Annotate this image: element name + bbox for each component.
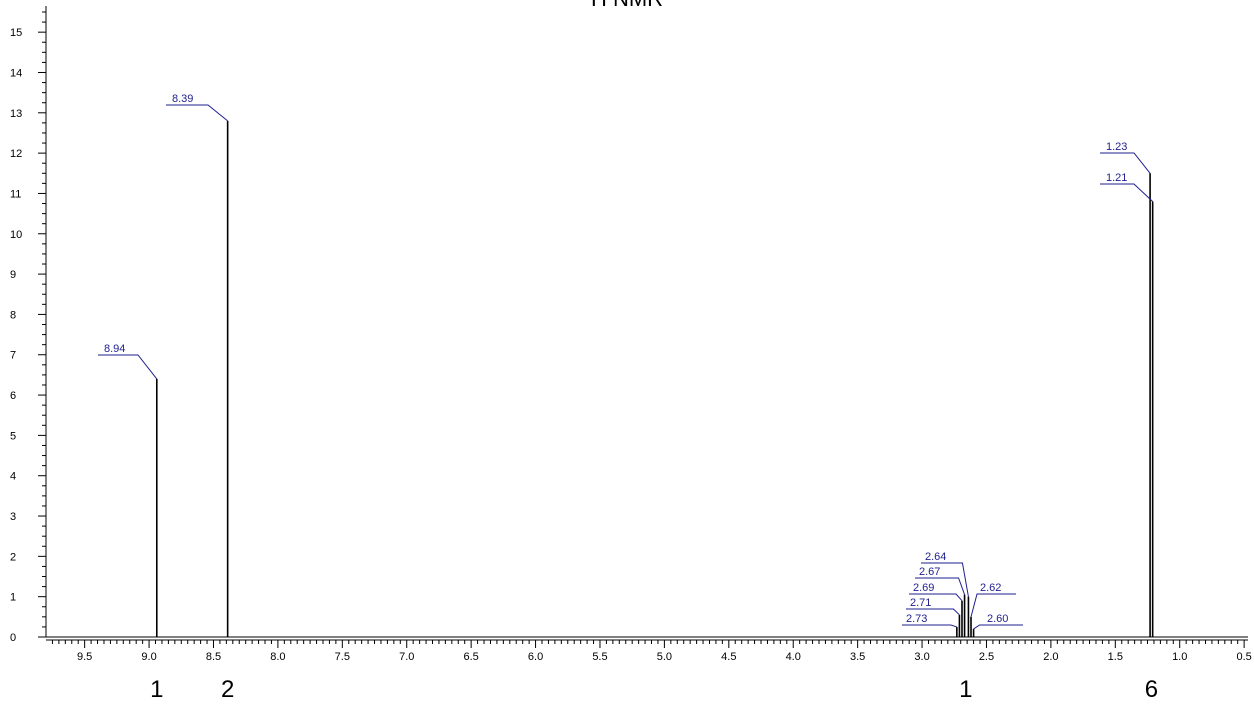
peak-label-leader: [98, 354, 158, 380]
integration-label: 1: [959, 676, 972, 703]
x-tick-label: 7.5: [335, 651, 350, 663]
peak-label-leader: [970, 593, 1016, 617]
y-tick-label: 13: [10, 108, 22, 120]
x-tick-label: 8.0: [270, 651, 285, 663]
peak-label: 2.62: [980, 582, 1001, 594]
peak-label: 2.69: [913, 582, 934, 594]
peak-label: 1.21: [1106, 172, 1127, 184]
peak-label: 2.60: [987, 613, 1008, 625]
x-tick-label: 3.0: [914, 651, 929, 663]
x-tick-label: 5.5: [592, 651, 607, 663]
y-tick-label: 14: [10, 67, 22, 79]
peak-label: 1.23: [1106, 141, 1127, 153]
x-tick-label: 2.0: [1043, 651, 1058, 663]
x-tick-label: 1.0: [1172, 651, 1187, 663]
y-tick-label: 7: [10, 350, 16, 362]
peak-label: 2.73: [906, 613, 927, 625]
y-tick-label: 11: [10, 188, 21, 200]
x-tick-label: 6.5: [463, 651, 478, 663]
peak-label-leader: [1100, 152, 1151, 174]
peak-label: 8.94: [104, 343, 125, 355]
x-tick-label: 1.5: [1108, 651, 1123, 663]
x-tick-label: 6.0: [528, 651, 543, 663]
y-tick-label: 5: [10, 430, 16, 442]
peak-label-leader: [166, 104, 228, 122]
y-tick-label: 12: [10, 148, 22, 160]
y-tick-label: 3: [10, 511, 16, 523]
peak-label: 2.71: [910, 597, 931, 609]
x-tick-label: 4.5: [721, 651, 736, 663]
y-tick-label: 10: [10, 229, 22, 241]
peak-label-leader: [909, 593, 963, 602]
peak-label-leader: [902, 624, 957, 628]
y-tick-label: 8: [10, 309, 16, 321]
peak-label-leader: [915, 577, 966, 595]
peak-label-leader: [973, 624, 1023, 630]
x-tick-label: 3.5: [850, 651, 865, 663]
x-tick-label: 5.0: [657, 651, 672, 663]
peak-label: 8.39: [172, 93, 193, 105]
y-tick-label: 6: [10, 390, 16, 402]
y-tick-label: 15: [10, 27, 22, 39]
integration-label: 1: [150, 676, 163, 703]
integration-label: 2: [221, 676, 234, 703]
peak-label: 2.67: [919, 566, 940, 578]
peak-label-leader: [1100, 183, 1154, 202]
y-tick-label: 4: [10, 471, 16, 483]
x-tick-label: 2.5: [979, 651, 994, 663]
x-tick-label: 9.5: [77, 651, 92, 663]
x-tick-label: 4.0: [786, 651, 801, 663]
peak-label-leader: [921, 562, 969, 597]
x-tick-label: 7.0: [399, 651, 414, 663]
peak-label-leader: [906, 608, 960, 616]
y-tick-label: 0: [10, 632, 16, 644]
y-tick-label: 2: [10, 551, 16, 563]
x-tick-label: 8.5: [206, 651, 221, 663]
peak-label: 2.64: [925, 551, 946, 563]
y-tick-label: 1: [10, 592, 16, 604]
chart-title: H NMR: [0, 0, 1254, 12]
x-tick-label: 0.5: [1236, 651, 1251, 663]
x-tick-label: 9.0: [141, 651, 156, 663]
integration-label: 6: [1145, 676, 1158, 703]
y-tick-label: 9: [10, 269, 16, 281]
